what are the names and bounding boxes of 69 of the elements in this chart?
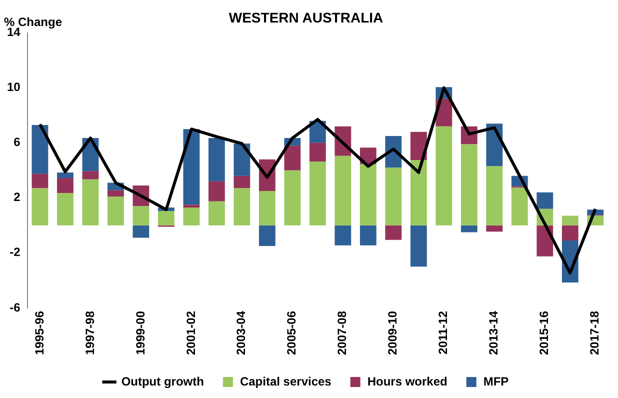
bar [436,126,452,226]
x-tick-label: 2011-12 [436,310,450,354]
chart-title: WESTERN AUSTRALIA [228,9,384,26]
x-tick-label: 1995-96 [32,310,46,356]
bar [32,124,48,174]
x-tick-label: 2005-06 [284,310,299,356]
bar [258,191,276,226]
bar [385,225,402,240]
legend-label: Output growth [121,374,204,388]
bar [360,164,376,226]
bar [57,172,74,178]
bar [460,225,478,232]
bar [486,166,503,226]
bar [536,192,554,209]
bar [57,193,74,226]
x-tick-label: 2003-04 [234,310,248,356]
bar [234,176,250,188]
bar [32,174,48,188]
bar [108,190,124,197]
y-tick-label: 14 [6,25,21,40]
x-tick-label: 1999-00 [133,310,148,356]
x-tick-label: 2015-16 [537,310,552,356]
bar [183,204,200,208]
bar [183,129,200,205]
bar [158,210,174,226]
bar [57,178,74,194]
bar [284,146,301,170]
y-tick-label: 6 [14,135,21,150]
y-tick-label: -6 [10,300,21,314]
bar [410,225,427,267]
legend-label: MFP [483,374,509,388]
bar [32,188,48,226]
bar [511,188,528,226]
bar [562,216,578,226]
bar [183,208,200,226]
x-tick-label: 2013-14 [486,310,501,356]
bar [334,156,352,226]
bar [208,181,225,202]
x-tick-label: 2017-18 [588,310,602,356]
bar [334,225,352,246]
y-tick-label: 2 [14,190,21,204]
bar [360,225,376,246]
bar [460,144,478,226]
bar [132,225,150,238]
legend-label: Hours worked [367,374,448,388]
x-tick-label: 2009-10 [386,310,400,356]
x-tick-label: 2007-08 [335,310,350,356]
x-tick-label: 1997-98 [82,310,97,356]
bar [562,225,578,241]
bar [208,201,225,226]
bar [309,161,326,226]
bar [385,168,402,226]
bar [234,144,250,176]
y-tick-label: -2 [10,245,21,260]
bar [208,138,225,182]
x-tick-label: 2001-02 [184,310,198,356]
bar [486,225,503,232]
bar [82,171,99,180]
bar [410,160,427,226]
bar [284,170,301,226]
bar [536,225,554,256]
bar [108,196,124,226]
y-tick-label: 10 [6,80,21,94]
bar [258,225,276,246]
bar [234,188,250,226]
bar [82,179,99,226]
legend-label: Capital services [240,374,332,388]
bar [309,142,326,162]
bar [132,206,150,226]
